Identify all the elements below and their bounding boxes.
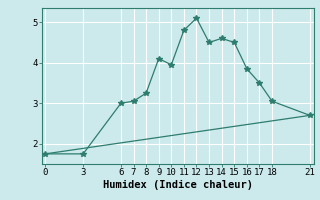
X-axis label: Humidex (Indice chaleur): Humidex (Indice chaleur) (103, 180, 252, 190)
